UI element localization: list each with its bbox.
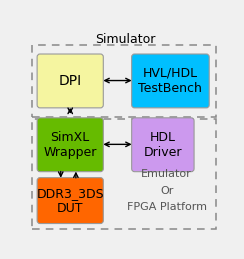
Text: SimXL
Wrapper: SimXL Wrapper	[43, 131, 97, 159]
FancyBboxPatch shape	[37, 54, 103, 108]
FancyBboxPatch shape	[37, 178, 103, 224]
Text: HVL/HDL
TestBench: HVL/HDL TestBench	[139, 67, 202, 95]
Text: Emulator
Or
FPGA Platform: Emulator Or FPGA Platform	[127, 169, 207, 212]
FancyBboxPatch shape	[37, 118, 103, 172]
Text: DDR3_3DS
DUT: DDR3_3DS DUT	[36, 186, 104, 215]
FancyBboxPatch shape	[132, 118, 194, 172]
Text: HDL
Driver: HDL Driver	[144, 131, 182, 159]
Text: DPI: DPI	[59, 74, 82, 88]
Text: Simulator: Simulator	[95, 33, 155, 46]
FancyBboxPatch shape	[132, 54, 209, 108]
